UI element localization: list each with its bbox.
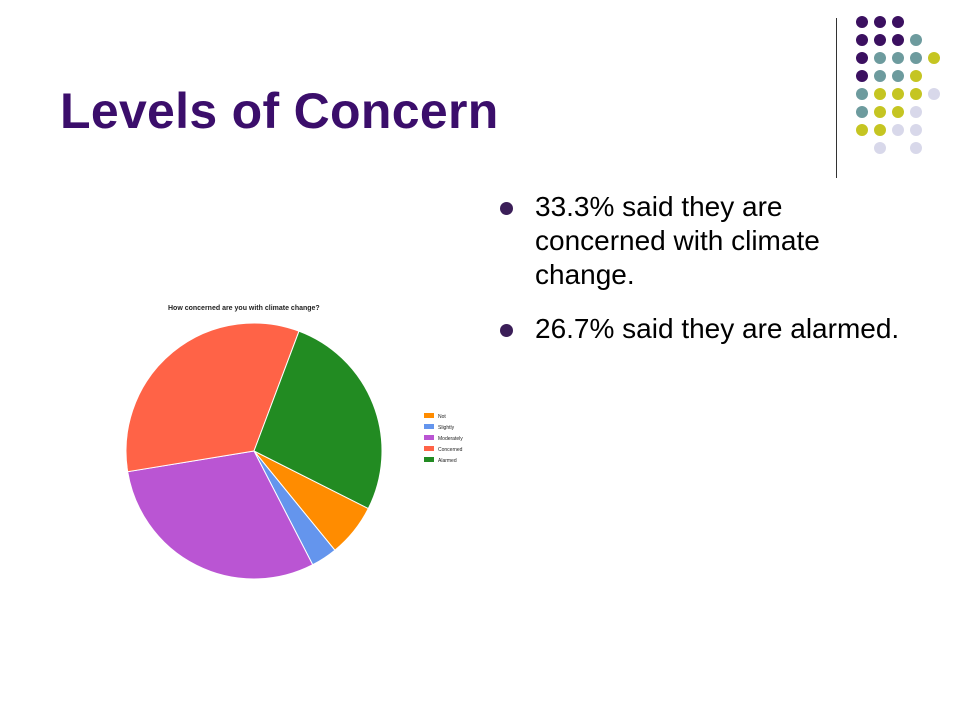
- legend-label-not: Not: [438, 414, 446, 420]
- legend-label-concerned: Concerned: [438, 447, 463, 453]
- decorative-dot: [910, 88, 922, 100]
- bullet-item-concerned: 33.3% said they are concerned with clima…: [498, 190, 918, 292]
- bullet-dot-icon: [500, 202, 513, 215]
- pie-slice-moderately: [127, 450, 314, 580]
- pie-slice-alarmed: [253, 330, 383, 510]
- legend-swatch-slightly: [424, 424, 434, 429]
- legend-swatch-alarmed: [424, 457, 434, 462]
- decorative-dot: [928, 52, 940, 64]
- decorative-dot: [874, 70, 886, 82]
- decorative-dot: [892, 16, 904, 28]
- legend-swatch-concerned: [424, 446, 434, 451]
- decorative-dot: [892, 70, 904, 82]
- decorative-dot: [856, 124, 868, 136]
- legend-label-alarmed: Alarmed: [438, 458, 457, 464]
- decorative-dot: [856, 70, 868, 82]
- legend-label-moderately: Moderately: [438, 436, 463, 442]
- decorative-dot: [892, 88, 904, 100]
- decorative-dot: [910, 52, 922, 64]
- decorative-dot: [892, 124, 904, 136]
- decorative-dot: [910, 106, 922, 118]
- decorative-dot: [874, 16, 886, 28]
- pie-chart: How concerned are you with climate chang…: [125, 305, 463, 580]
- vertical-divider: [836, 18, 837, 178]
- decorative-dot: [910, 70, 922, 82]
- decorative-dot: [892, 106, 904, 118]
- decorative-dot: [928, 88, 940, 100]
- decorative-dot: [856, 34, 868, 46]
- decorative-dot: [874, 106, 886, 118]
- decorative-dot: [892, 34, 904, 46]
- decorative-dot: [910, 124, 922, 136]
- pie-slice-concerned: [125, 322, 300, 473]
- decorative-dot: [856, 52, 868, 64]
- decorative-dot: [874, 88, 886, 100]
- decorative-dot: [874, 52, 886, 64]
- bullet-text: 26.7% said they are alarmed.: [535, 313, 900, 344]
- decorative-dot: [856, 106, 868, 118]
- bullet-list: 33.3% said they are concerned with clima…: [498, 190, 918, 366]
- decorative-dot: [874, 124, 886, 136]
- chart-legend: Not Slightly Moderately Concerned Alarmed: [424, 413, 463, 464]
- decorative-dot: [856, 88, 868, 100]
- bullet-item-alarmed: 26.7% said they are alarmed.: [498, 312, 918, 346]
- legend-swatch-not: [424, 413, 434, 418]
- decorative-dot: [910, 142, 922, 154]
- bullet-text: 33.3% said they are concerned with clima…: [535, 191, 820, 290]
- pie-slices: [125, 322, 383, 580]
- decorative-dot: [910, 34, 922, 46]
- chart-title: How concerned are you with climate chang…: [168, 305, 320, 312]
- legend-swatch-moderately: [424, 435, 434, 440]
- decorative-dot: [856, 16, 868, 28]
- decorative-dot-grid: [840, 10, 960, 160]
- decorative-dot: [892, 52, 904, 64]
- legend-label-slightly: Slightly: [438, 425, 455, 431]
- decorative-dot: [874, 34, 886, 46]
- bullet-dot-icon: [500, 324, 513, 337]
- slide-title: Levels of Concern: [60, 83, 499, 139]
- decorative-dot: [874, 142, 886, 154]
